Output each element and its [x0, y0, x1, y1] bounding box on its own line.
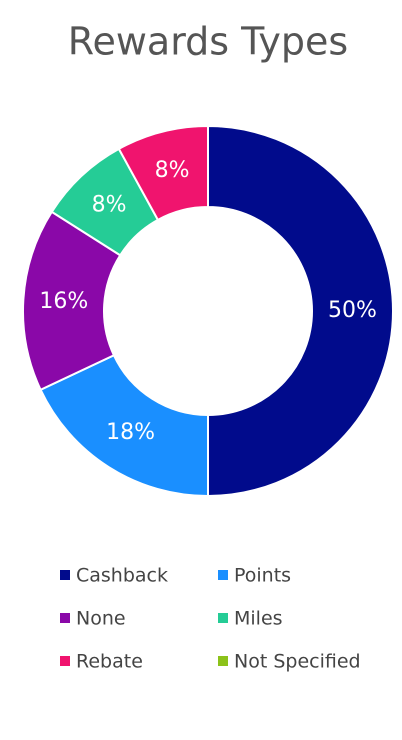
slice-label: 18% — [106, 420, 155, 445]
legend-swatch — [218, 656, 228, 666]
legend-label: Not Specified — [234, 651, 361, 673]
legend-swatch — [60, 570, 70, 580]
legend-swatch — [218, 613, 228, 623]
legend-label: Miles — [234, 608, 283, 630]
chart-title: Rewards Types — [68, 20, 348, 64]
legend-swatch — [60, 656, 70, 666]
donut-slice — [207, 124, 394, 498]
slice-label: 16% — [39, 289, 88, 314]
slice-label: 50% — [328, 298, 377, 323]
legend-label: Points — [234, 565, 291, 587]
legend-label: Cashback — [76, 565, 168, 587]
legend-swatch — [218, 570, 228, 580]
slice-label: 8% — [155, 158, 190, 183]
legend-label: Rebate — [76, 651, 143, 673]
legend-swatch — [60, 613, 70, 623]
legend-label: None — [76, 608, 126, 630]
slice-label: 8% — [92, 193, 127, 218]
donut-slice — [39, 353, 209, 498]
